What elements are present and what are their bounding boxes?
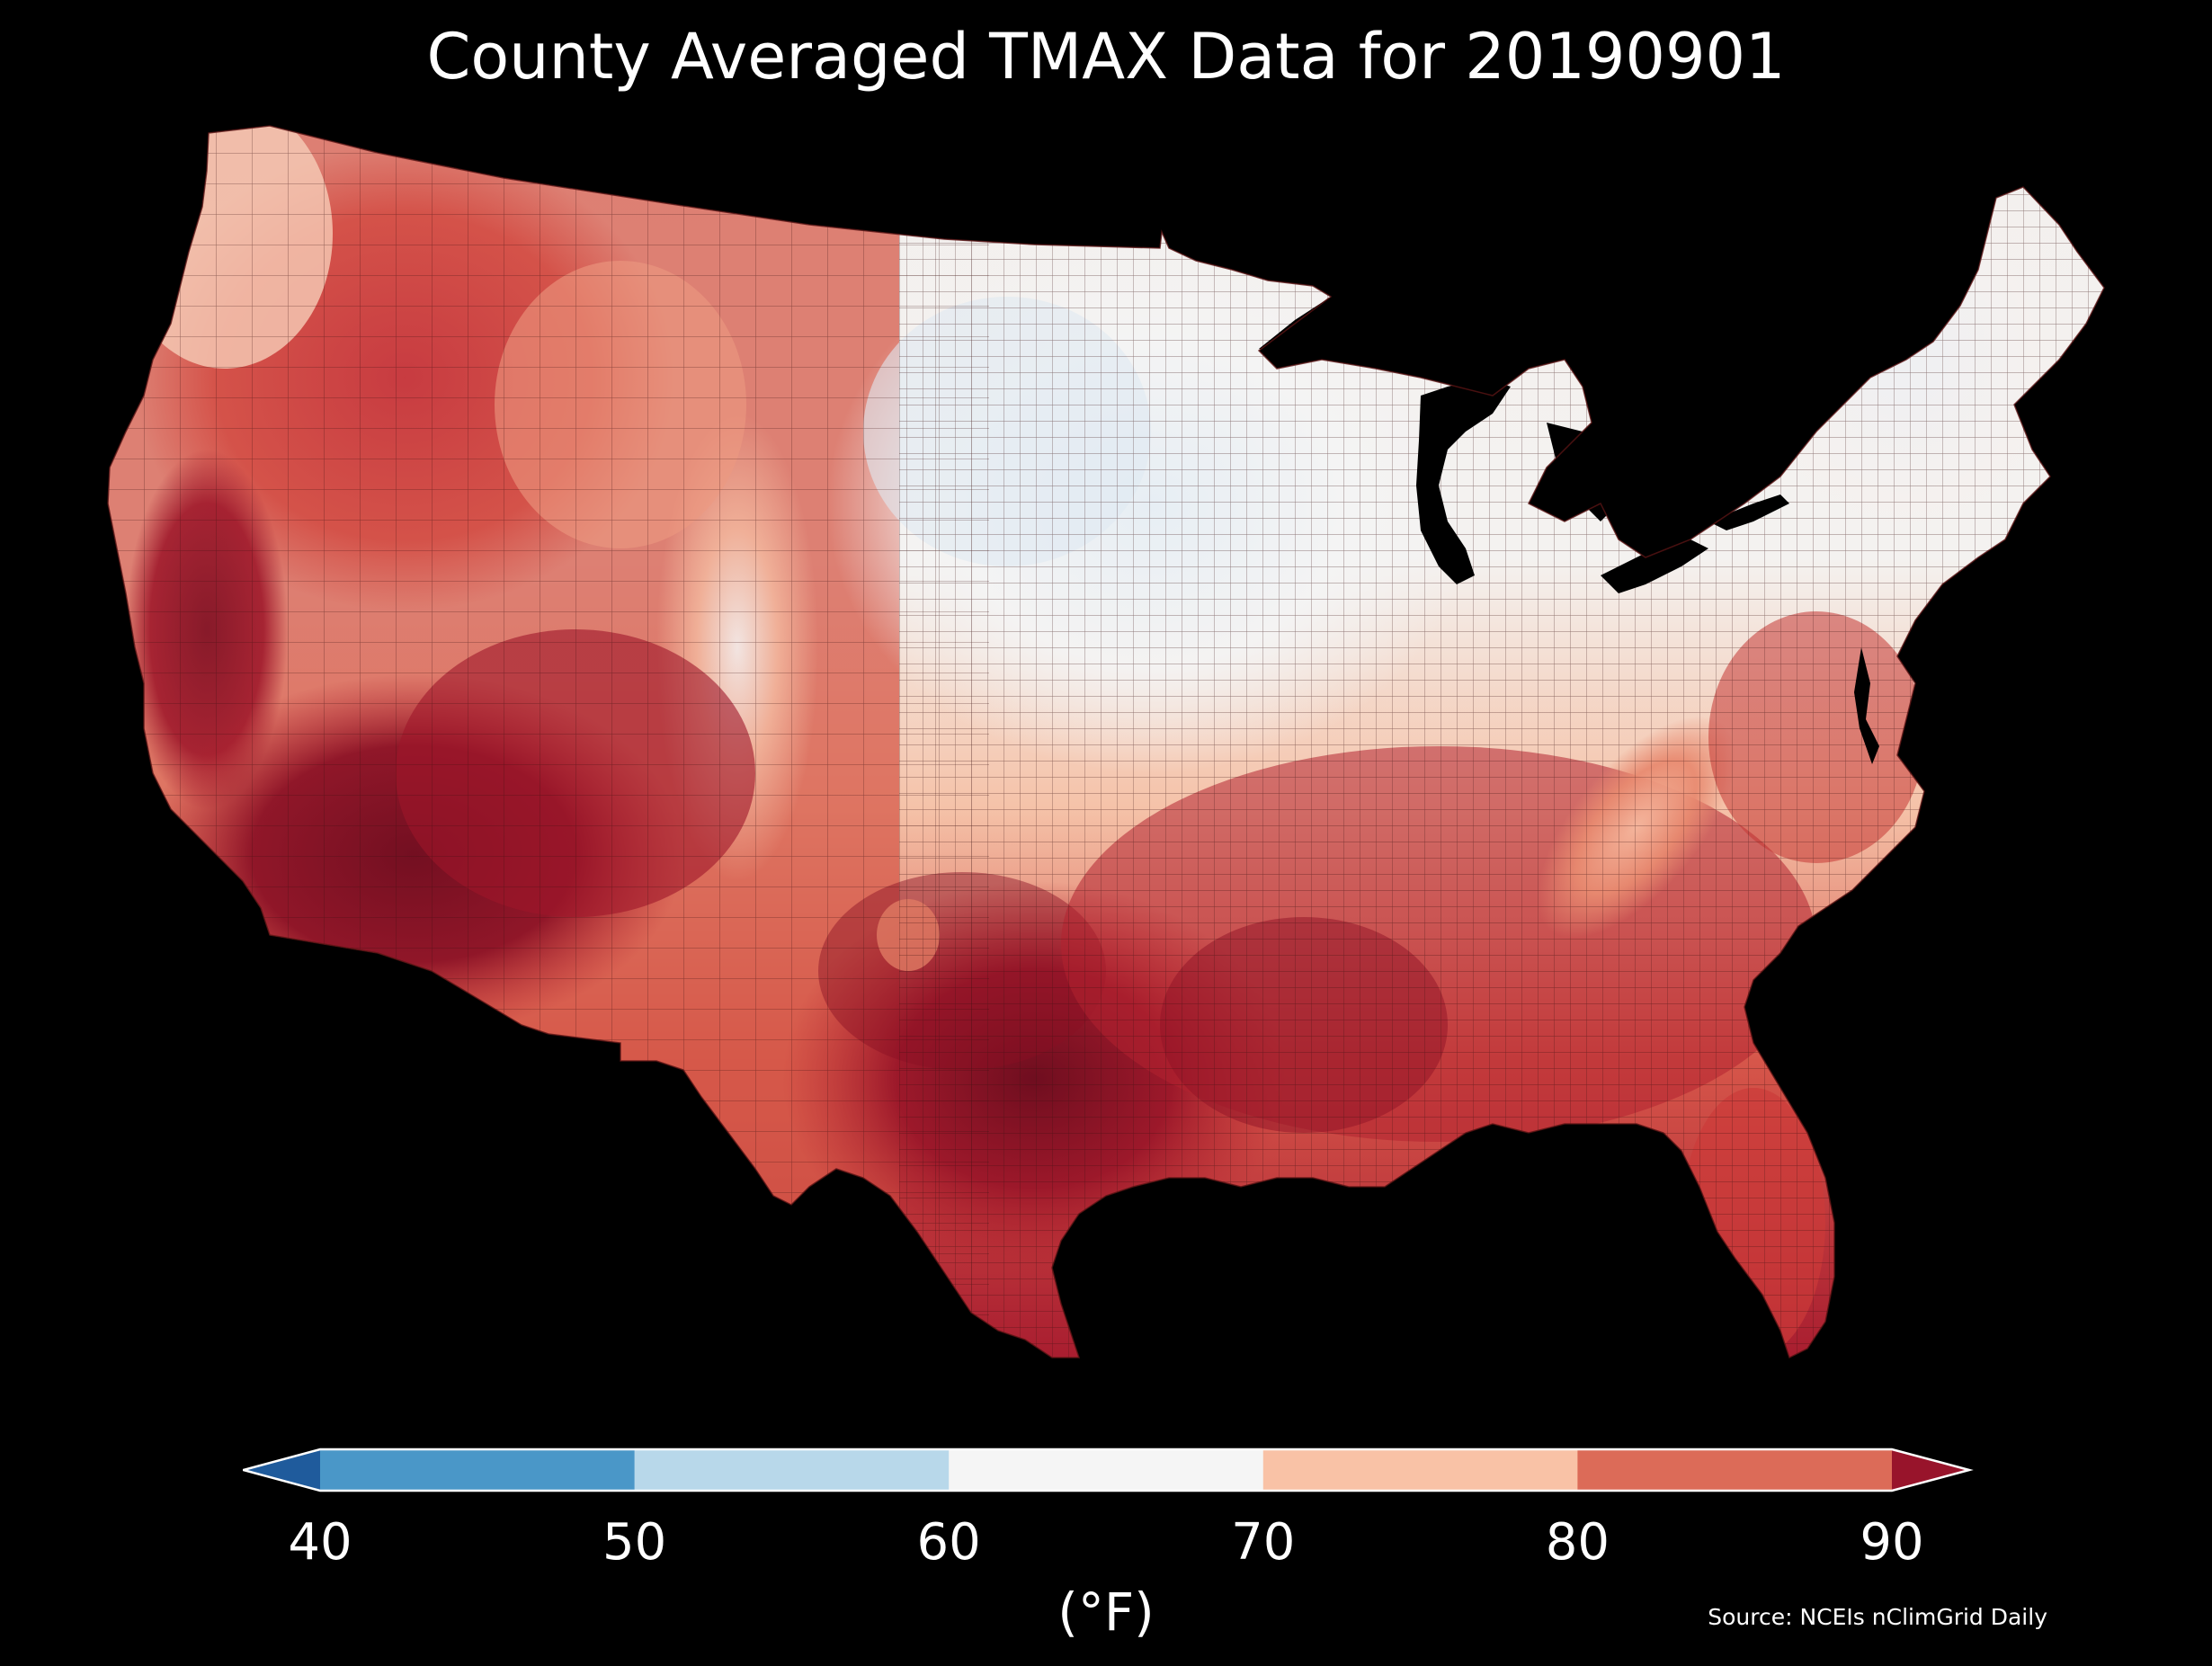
colorbar-bin [1577,1449,1893,1491]
colorbar-tick-label: 60 [916,1513,981,1572]
colorbar-tick-label: 90 [1860,1513,1924,1572]
colorbar-bin [634,1449,950,1491]
map-title: County Averaged TMAX Data for 20190901 [426,20,1786,94]
great-lakes [1259,293,1789,593]
colorbar-tick-label: 80 [1545,1513,1610,1572]
chesapeake-bay [1854,647,1879,764]
colorbar-bin [320,1449,636,1491]
colorbar-bin [243,1449,320,1491]
colorbar-bin [949,1449,1264,1491]
us-county-map [107,125,2105,1359]
colorbar-bin [1262,1449,1578,1491]
colorbar-unit-label: (°F) [1057,1581,1155,1643]
colorbar-tick-label: 70 [1231,1513,1296,1572]
county-choropleth [108,126,2104,1358]
colorbar-tick-label: 50 [602,1513,667,1572]
colorbar-tick-label: 40 [288,1513,352,1572]
colorbar [243,1448,1974,1492]
colorbar-bin [1892,1449,1969,1491]
source-credit: Source: NCEIs nClimGrid Daily [1708,1604,2047,1630]
